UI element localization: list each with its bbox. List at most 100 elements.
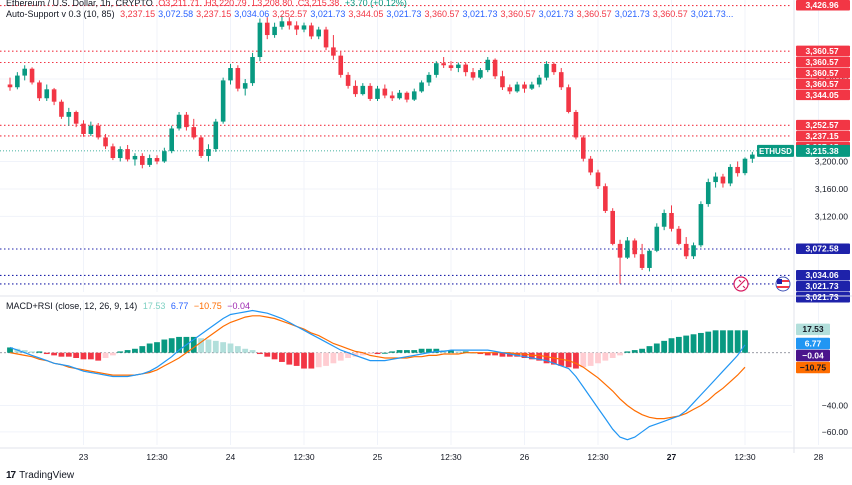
candle (287, 17, 292, 30)
macd-histogram-bar (734, 330, 741, 353)
candle (691, 242, 696, 260)
macd-histogram-bar (176, 336, 182, 353)
candle-body (514, 84, 520, 92)
macd-histogram-bar (257, 352, 263, 355)
price-tick-label: 3,160.00 (815, 184, 848, 194)
candle-body (184, 114, 189, 128)
time-tick-label: 25 (373, 452, 383, 462)
price-level-tag-text: 3,252.57 (805, 120, 838, 130)
price-axis[interactable]: 3,320.003,200.003,160.003,120.00−40.00−6… (757, 0, 850, 453)
macd-histogram-bar (190, 336, 197, 353)
candle (404, 91, 410, 103)
macd-histogram-bar (220, 342, 227, 353)
support-value: 3,021.73 (310, 9, 346, 19)
drawing-tool-icon[interactable] (733, 276, 749, 292)
support-value: 3,237.15 (196, 9, 232, 19)
candle (669, 205, 674, 232)
macd-histogram-bar (29, 351, 35, 353)
candle (169, 125, 174, 154)
candle-body (434, 63, 439, 75)
support-legend[interactable]: Auto-Support v 0.3 (10, 85) 3,237.15 3,07… (6, 9, 736, 19)
candle (338, 51, 344, 78)
symbol-legend[interactable]: Ethereum / U.S. Dollar, 1h, CRYPTO O3,21… (6, 0, 410, 8)
macd-histogram-bar (609, 352, 616, 358)
macd-value-tag-text: 6.77 (805, 338, 822, 348)
candle-body (603, 186, 608, 211)
candle-body (7, 84, 13, 88)
support-value: 3,021.73... (690, 9, 734, 19)
macd-histogram-bar (536, 352, 543, 361)
candle-body (360, 85, 366, 95)
candle (294, 21, 299, 36)
candle-body (338, 55, 344, 75)
current-price-tag-text: 3,215.38 (805, 146, 838, 156)
macd-histogram-bar (462, 351, 469, 353)
macd-line-value: 6.77 (170, 301, 189, 311)
macd-tick-label: −60.00 (822, 427, 849, 437)
macd-histogram-bar (455, 351, 462, 353)
support-value: 3,360.57 (652, 9, 688, 19)
candle (573, 109, 579, 140)
candle (176, 111, 182, 131)
candle-body (551, 63, 557, 73)
candle-body (683, 243, 689, 257)
candle (44, 84, 50, 101)
candle-body (625, 240, 630, 258)
macd-signal-value: −10.75 (193, 301, 222, 311)
macd-histogram-bar (146, 343, 153, 353)
price-level-tag: 3,360.57 (796, 56, 850, 68)
candle (103, 133, 108, 150)
macd-value-tag-text: −10.75 (800, 362, 827, 372)
candle-body (463, 64, 468, 73)
candle-body (698, 204, 704, 246)
flag-icon[interactable] (775, 276, 791, 292)
candle-body (456, 64, 461, 69)
candle (581, 135, 586, 162)
candle (698, 201, 704, 248)
support-value: 3,021.73 (462, 9, 498, 19)
candle (367, 83, 373, 101)
support-value: 3,252.57 (272, 9, 308, 19)
scroll-icons (733, 276, 791, 292)
candle (522, 81, 527, 93)
tradingview-brand[interactable]: 17 TradingView (6, 470, 74, 481)
candle-body (750, 154, 755, 159)
candle-body (647, 250, 652, 268)
time-tick-label: 24 (226, 452, 236, 462)
candle-body (162, 151, 167, 162)
candle-body (544, 63, 549, 78)
ohlc-high: H3,220.79 (205, 0, 247, 8)
time-axis[interactable]: 2312:302412:302512:302612:302712:302812:… (0, 447, 852, 462)
candle-body (73, 111, 79, 124)
candle-body (316, 29, 321, 37)
candle (228, 63, 233, 85)
candle-body (95, 125, 101, 138)
price-level-tag: 3,360.57 (796, 78, 850, 90)
candle-body (15, 75, 20, 88)
macd-histogram-bar (212, 340, 219, 353)
macd-histogram-bar (293, 352, 300, 366)
time-tick-label: 26 (520, 452, 530, 462)
candle (37, 80, 42, 101)
macd-legend[interactable]: MACD+RSI (close, 12, 26, 9, 14) 17.53 6.… (6, 301, 253, 311)
candle-body (728, 166, 733, 184)
candle (639, 243, 645, 271)
macd-grid (0, 300, 819, 445)
candle (206, 144, 211, 162)
macd-histogram-bar (595, 352, 601, 364)
symbol-tag-text: ETHUSD (759, 147, 792, 156)
support-value: 3,344.05 (348, 9, 384, 19)
candle (595, 169, 601, 189)
macd-hist-value: 17.53 (142, 301, 166, 311)
price-tick-label: 3,120.00 (815, 211, 848, 221)
candle-body (382, 88, 388, 96)
candle-body (228, 68, 233, 81)
time-tick-label: 12:30 (293, 452, 315, 462)
candle-body (448, 65, 454, 69)
macd-histogram-bar (698, 332, 704, 353)
macd-histogram-bar (631, 350, 638, 353)
macd-histogram-bar (418, 348, 425, 353)
macd-histogram-bar (337, 352, 344, 361)
candle (375, 85, 380, 101)
price-level-tag: 3,360.57 (796, 67, 850, 79)
